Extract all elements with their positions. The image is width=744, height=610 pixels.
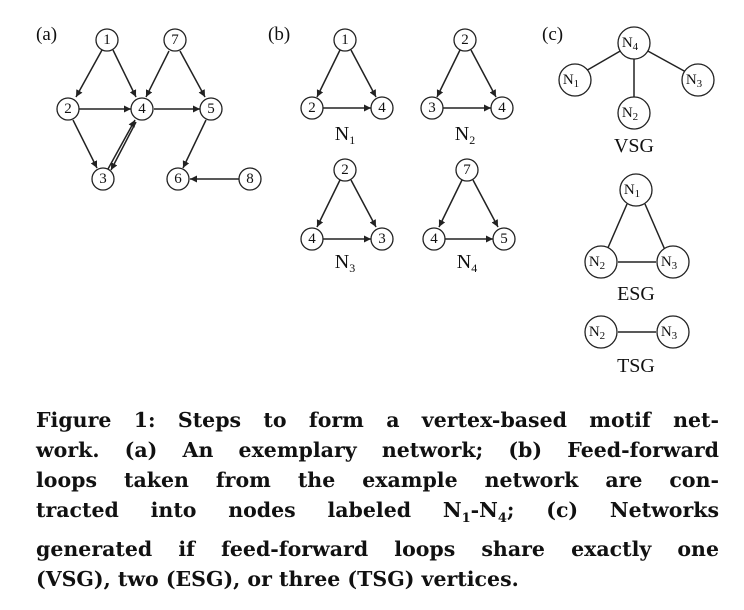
edge-3-4	[107, 119, 136, 170]
edge-2-3	[72, 119, 98, 169]
node-1: 1	[95, 28, 119, 52]
caption-line-3: loops taken from the example network are…	[36, 468, 719, 492]
vsg-caption: VSG	[614, 135, 654, 157]
vsg-node-label: N3	[686, 72, 703, 90]
panel-c-label: (c)	[542, 24, 563, 45]
vsg-graph: N4 N1 N2 N3 VSG	[558, 26, 715, 157]
motif-node: 7	[463, 162, 471, 178]
caption-line-1: Figure 1: Steps to form a vertex-based m…	[36, 408, 719, 432]
tsg-node	[584, 315, 618, 349]
vsg-node	[617, 26, 651, 60]
motif-node: 4	[498, 100, 506, 116]
vsg-node	[681, 63, 715, 97]
caption-line-5: generated if feed-forward loops share ex…	[36, 537, 719, 562]
vsg-node-label: N1	[563, 72, 579, 90]
caption-line-4: tracted into nodes labeled N1-N4; (c) Ne…	[36, 498, 719, 527]
svg-text:8: 8	[246, 171, 254, 187]
motif-label: N2	[455, 123, 475, 147]
edge-7-4	[145, 50, 170, 98]
node-2: 2	[56, 97, 80, 121]
motif-node: 2	[461, 32, 469, 48]
vsg-node	[617, 96, 651, 130]
edge-5-6	[182, 119, 207, 169]
vsg-node-label: N4	[622, 35, 639, 53]
esg-node-label: N2	[589, 254, 605, 272]
svg-text:1: 1	[103, 32, 111, 48]
esg-caption: ESG	[617, 283, 655, 305]
esg-node	[656, 245, 690, 279]
panel-b-label: (b)	[268, 24, 290, 45]
node-4: 4	[130, 97, 154, 121]
motif-label: N3	[335, 251, 355, 275]
edge-7-5	[179, 50, 206, 98]
motif-label: N1	[335, 123, 355, 147]
caption-line-6: (VSG), two (ESG), or three (TSG) vertice…	[36, 567, 519, 592]
edge-1-2	[75, 49, 103, 98]
caption-line-2: work. (a) An exemplary network; (b) Feed…	[36, 438, 719, 462]
edge-4-3	[110, 121, 137, 171]
tsg-graph: N2 N3 TSG	[584, 315, 690, 377]
svg-text:2: 2	[64, 101, 72, 117]
esg-graph: N1 N2 N3 ESG	[584, 173, 690, 305]
motif-node: 2	[308, 100, 316, 116]
tsg-node-label: N3	[661, 324, 678, 342]
vsg-node-label: N2	[622, 105, 638, 123]
esg-node-label: N1	[624, 182, 640, 200]
esg-node	[619, 173, 653, 207]
motif-n1: 1 2 4 N1	[300, 28, 394, 147]
motif-n3: 2 4 3 N3	[300, 158, 394, 275]
panel-a: (a) 1 2 3 4 5 6 7 8	[36, 24, 262, 191]
motif-n2: 2 3 4 N2	[420, 28, 514, 147]
motif-node: 2	[341, 162, 349, 178]
node-5: 5	[199, 97, 223, 121]
motif-node: 4	[430, 231, 438, 247]
motif-node: 4	[308, 231, 316, 247]
vsg-node	[558, 63, 592, 97]
svg-text:4: 4	[138, 101, 146, 117]
svg-text:7: 7	[171, 32, 179, 48]
tsg-caption: TSG	[617, 355, 655, 377]
svg-text:3: 3	[99, 171, 107, 187]
node-7: 7	[163, 28, 187, 52]
panel-b: (b) 1 2 4 N1 2 3 4 N2 2 4 3	[268, 24, 516, 275]
svg-text:6: 6	[174, 171, 182, 187]
node-8: 8	[238, 167, 262, 191]
tsg-node-label: N2	[589, 324, 605, 342]
motif-node: 4	[378, 100, 386, 116]
motif-node: 3	[378, 231, 386, 247]
panel-c: (c) N4 N1 N2 N3 VSG N1 N2 N3	[542, 24, 715, 377]
esg-node-label: N3	[661, 254, 678, 272]
tsg-node	[656, 315, 690, 349]
motif-label: N4	[457, 251, 477, 275]
motif-n4: 7 4 5 N4	[422, 158, 516, 275]
node-6: 6	[166, 167, 190, 191]
motif-node: 1	[341, 32, 349, 48]
svg-text:5: 5	[207, 101, 215, 117]
esg-node	[584, 245, 618, 279]
panel-a-label: (a)	[36, 24, 57, 45]
figure-caption: Figure 1: Steps to form a vertex-based m…	[36, 405, 719, 594]
motif-node: 3	[428, 100, 436, 116]
node-3: 3	[91, 167, 115, 191]
figure-diagram: (a) 1 2 3 4 5 6 7 8 (b) 1 2 4 N	[36, 24, 715, 377]
edge-1-4	[112, 49, 137, 98]
motif-node: 5	[500, 231, 508, 247]
